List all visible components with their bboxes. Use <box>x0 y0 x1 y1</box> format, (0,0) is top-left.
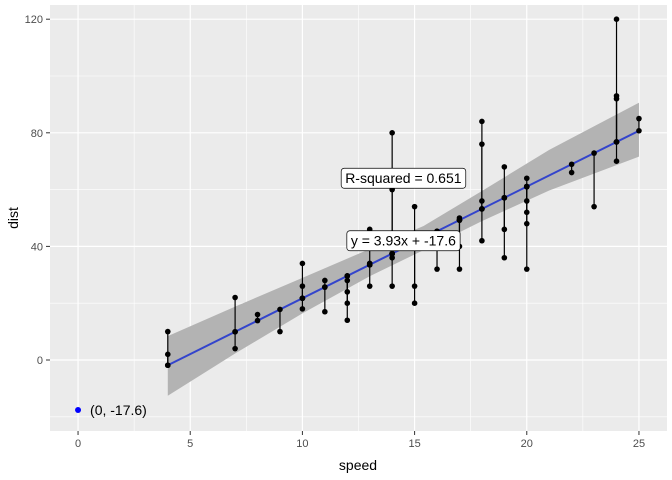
data-point <box>389 283 395 289</box>
data-point <box>479 237 485 244</box>
data-point <box>232 294 238 301</box>
x-tick-label: 5 <box>187 438 193 450</box>
fitted-point <box>613 139 620 145</box>
data-point <box>479 198 485 204</box>
data-point <box>344 289 351 295</box>
data-point <box>411 203 418 210</box>
x-tick-label: 20 <box>521 438 533 450</box>
annotation-text: R-squared = 0.651 <box>345 170 462 186</box>
data-point <box>523 266 530 272</box>
fitted-point <box>322 284 328 290</box>
fitted-point <box>389 250 395 257</box>
data-point <box>164 328 171 335</box>
annotations: R-squared = 0.651 y = 3.93x + -17.6 <box>340 167 467 252</box>
data-point <box>299 283 306 289</box>
annotation-text: y = 3.93x + -17.6 <box>351 233 456 249</box>
data-point <box>501 254 508 261</box>
data-point <box>277 328 283 335</box>
axes: 0 5 10 15 20 25 0 40 80 120 <box>25 14 645 450</box>
fitted-point <box>636 127 642 134</box>
data-point <box>501 226 508 233</box>
fitted-point <box>344 273 351 279</box>
y-tick-label: 80 <box>31 128 43 140</box>
intercept-point <box>75 406 82 413</box>
data-point <box>591 203 597 210</box>
fitted-point <box>254 317 261 324</box>
y-tick-label: 120 <box>25 14 43 26</box>
data-point <box>523 220 530 227</box>
data-point <box>523 175 530 182</box>
data-point <box>636 115 642 122</box>
data-point <box>613 93 620 99</box>
x-tick-label: 0 <box>75 438 81 450</box>
fitted-point <box>591 150 597 156</box>
fitted-point <box>523 183 530 190</box>
data-point <box>322 308 328 315</box>
x-tick-label: 15 <box>408 438 420 450</box>
data-point <box>501 164 508 170</box>
x-tick-label: 25 <box>633 438 645 450</box>
data-point <box>322 277 328 284</box>
data-point <box>366 283 373 289</box>
y-tick-label: 40 <box>31 241 43 253</box>
data-point <box>254 311 261 318</box>
fitted-point <box>568 161 575 168</box>
fitted-point <box>277 306 283 313</box>
annotation-box <box>346 230 461 252</box>
fitted-point <box>479 206 485 212</box>
data-point <box>344 300 351 307</box>
data-point <box>389 254 395 261</box>
annotation-label: y = 3.93x + -17.6 <box>346 230 461 252</box>
data-point <box>613 158 620 164</box>
y-axis-title: dist <box>5 207 21 229</box>
annotation-box <box>340 167 467 189</box>
data-point <box>344 277 351 284</box>
data-point <box>479 141 485 147</box>
data-point <box>411 300 418 307</box>
y-tick-label: 0 <box>37 355 43 367</box>
data-point <box>232 345 238 352</box>
data-point <box>164 351 171 358</box>
fitted-point <box>366 261 373 268</box>
x-tick-label: 10 <box>296 438 308 450</box>
data-point <box>344 317 351 324</box>
data-point <box>411 283 418 289</box>
fitted-point <box>164 362 171 369</box>
data-point <box>479 118 485 125</box>
data-point <box>389 130 395 136</box>
fitted-point <box>501 194 508 201</box>
data-point <box>299 260 306 267</box>
annotation-label: R-squared = 0.651 <box>340 167 467 189</box>
data-point <box>299 306 306 312</box>
x-axis-title: speed <box>339 457 377 473</box>
fitted-point <box>232 328 238 335</box>
data-point <box>613 16 620 23</box>
data-point <box>434 266 440 272</box>
data-point <box>523 198 530 204</box>
fitted-point <box>456 217 463 223</box>
intercept-point-label: (0, -17.6) <box>90 402 147 418</box>
data-point <box>456 266 463 272</box>
data-point <box>523 209 530 216</box>
data-point <box>568 169 575 176</box>
fitted-point <box>299 295 306 302</box>
